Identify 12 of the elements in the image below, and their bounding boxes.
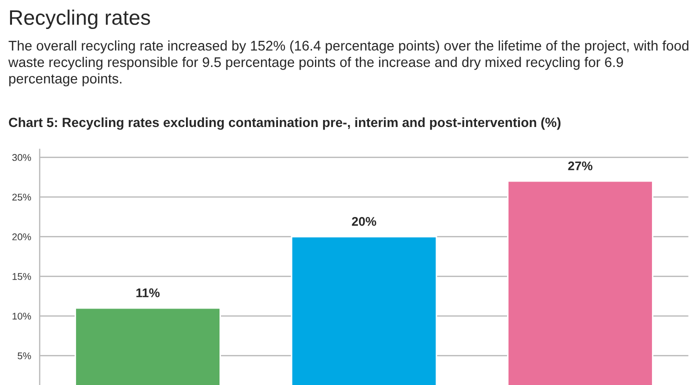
- y-tick-label: 5%: [18, 352, 31, 360]
- data-label: 20%: [352, 216, 376, 226]
- chart-subtitle: The overall recycling rate increased by 152% (16.4 percentage points) over the lifetime of the project, with food waste recycling responsible for 9.5 percentage points of the increase and dry mixed recycling for 6.9 percentage points.: [8, 40, 688, 86]
- data-label: 11%: [136, 288, 160, 298]
- y-tick-label: 20%: [12, 233, 31, 240]
- chart-title: Recycling rates: [10, 10, 150, 30]
- y-tick-label: 15%: [12, 273, 31, 280]
- caption: Chart 5: Recycling rates excluding contamination pre-, interim and post-intervention (%): [8, 117, 560, 130]
- data-label: 27%: [568, 161, 592, 170]
- y-tick-label: 10%: [12, 312, 31, 320]
- y-tick-label: 25%: [12, 194, 31, 201]
- y-tick-label: 30%: [12, 154, 31, 161]
